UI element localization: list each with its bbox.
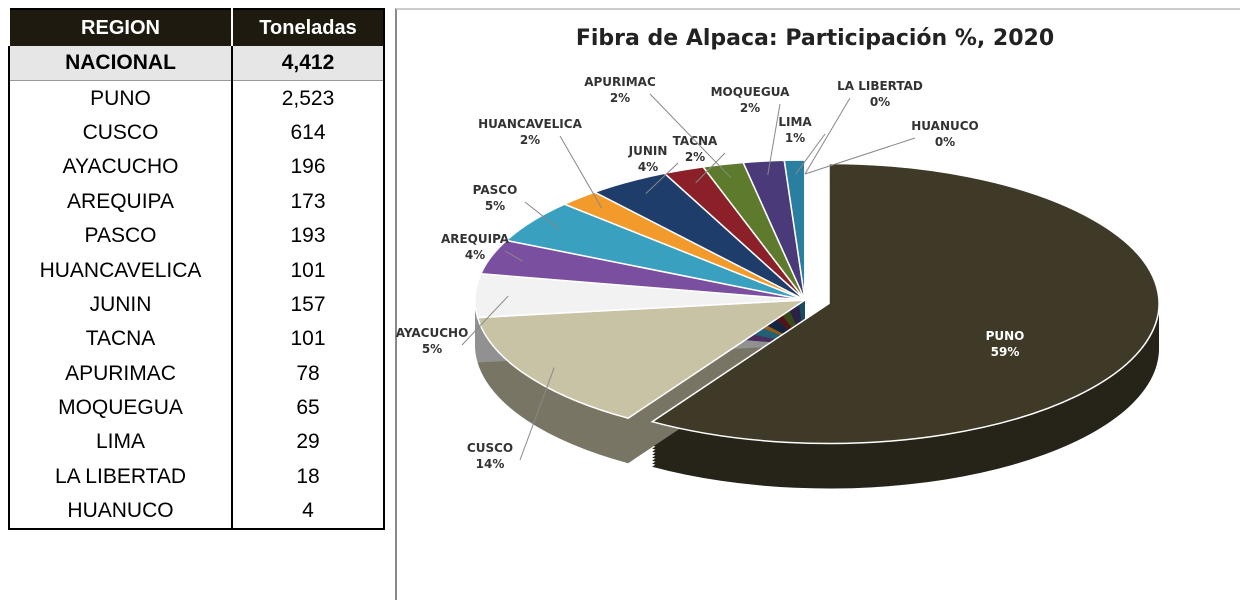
slice-label: AYACUCHO xyxy=(396,326,469,340)
value-label: 0% xyxy=(870,95,890,109)
slice-label: LIMA xyxy=(778,115,812,129)
leader-line xyxy=(504,250,523,262)
table-row: PASCO 193 xyxy=(8,218,384,254)
slice-label: AREQUIPA xyxy=(441,232,510,246)
chart-title: Fibra de Alpaca: Participación %, 2020 xyxy=(576,26,1054,51)
slice-label: JUNIN xyxy=(628,144,668,158)
slice xyxy=(650,162,1160,445)
table-cell: 614 xyxy=(231,115,384,151)
leader-line xyxy=(519,367,555,461)
table-cell: HUANCAVELICA xyxy=(8,253,232,288)
leader-line xyxy=(804,97,851,175)
table-row: HUANCAVELICA 101 xyxy=(8,253,384,288)
value-label: 59% xyxy=(991,345,1020,359)
slice-label: MOQUEGUA xyxy=(711,85,791,99)
value-label: 1% xyxy=(785,131,805,145)
value-label: 2% xyxy=(610,91,630,105)
chart-frame xyxy=(395,8,1240,600)
table-cell: 101 xyxy=(231,253,384,288)
leader-line xyxy=(767,103,781,176)
table-row: NACIONAL 4,412 xyxy=(8,46,384,82)
header-cell: Toneladas xyxy=(231,9,384,46)
header-cell: REGION xyxy=(8,9,232,46)
table-row: AYACUCHO 196 xyxy=(8,150,384,185)
leader-line xyxy=(559,135,603,209)
value-label: 4% xyxy=(638,160,658,174)
table-cell: 2,523 xyxy=(231,80,384,116)
table-cell: 78 xyxy=(231,356,384,391)
table-cell: 65 xyxy=(231,390,384,426)
leader-line xyxy=(645,162,679,194)
table-row: PUNO 2,523 xyxy=(8,80,384,116)
value-label: 5% xyxy=(422,342,442,356)
table-row: MOQUEGUA 65 xyxy=(8,390,384,426)
table-row: AREQUIPA 173 xyxy=(8,184,384,219)
leader-line xyxy=(795,133,826,175)
table-row: CUSCO 614 xyxy=(8,115,384,151)
table-cell: PUNO xyxy=(8,80,232,116)
value-label: 4% xyxy=(465,248,485,262)
table-cell: 196 xyxy=(231,150,384,185)
table-cell: 4,412 xyxy=(231,46,384,82)
slice-label: HUANCAVELICA xyxy=(478,117,582,131)
table-cell: 193 xyxy=(231,218,384,254)
table-cell: AYACUCHO xyxy=(8,150,232,185)
leader-line xyxy=(649,93,732,179)
leader-line xyxy=(695,152,726,184)
table-cell: CUSCO xyxy=(8,115,232,151)
table-cell: 29 xyxy=(231,425,384,460)
leader-line xyxy=(461,295,509,346)
table-cell: LIMA xyxy=(8,425,232,460)
table-cell: 18 xyxy=(231,459,384,495)
table-row: HUANUCO 4 xyxy=(8,494,384,530)
slice-label: APURIMAC xyxy=(584,75,656,89)
leader-line xyxy=(524,201,560,230)
slice-label: HUANUCO xyxy=(911,119,979,133)
slice xyxy=(476,299,808,420)
value-label: 5% xyxy=(485,199,505,213)
table-cell: LA LIBERTAD xyxy=(8,459,232,495)
table-row: TACNA 101 xyxy=(8,322,384,357)
table-cell: JUNIN xyxy=(8,287,232,323)
table-cell: 4 xyxy=(231,494,384,530)
table-cell: HUANUCO xyxy=(8,494,232,530)
value-label: 2% xyxy=(685,150,705,164)
slice-label: CUSCO xyxy=(467,441,513,455)
value-label: 0% xyxy=(935,135,955,149)
table-cell: AREQUIPA xyxy=(8,184,232,219)
pie-tops xyxy=(474,159,1160,445)
data-table: REGION Toneladas NACIONAL 4,412 PUNO 2,523 C… xyxy=(8,8,385,531)
value-label: 2% xyxy=(740,101,760,115)
slice-label: PASCO xyxy=(473,183,518,197)
table-cell: MOQUEGUA xyxy=(8,390,232,426)
slice-label: LA LIBERTAD xyxy=(837,79,923,93)
table-row: APURIMAC 78 xyxy=(8,356,384,391)
table-cell: PASCO xyxy=(8,218,232,254)
table-row: LIMA 29 xyxy=(8,425,384,460)
slice-label: PUNO xyxy=(986,329,1025,343)
table-cell: TACNA xyxy=(8,322,232,357)
table-cell: 101 xyxy=(231,322,384,357)
table-row: LA LIBERTAD 18 xyxy=(8,459,384,495)
table-cell: 173 xyxy=(231,184,384,219)
table-row: JUNIN 157 xyxy=(8,287,384,323)
leader-line xyxy=(804,137,916,175)
table-cell: 157 xyxy=(231,287,384,323)
value-label: 14% xyxy=(476,457,505,471)
table-cell: APURIMAC xyxy=(8,356,232,391)
value-label: 2% xyxy=(520,133,540,147)
table-cell: NACIONAL xyxy=(8,46,232,82)
